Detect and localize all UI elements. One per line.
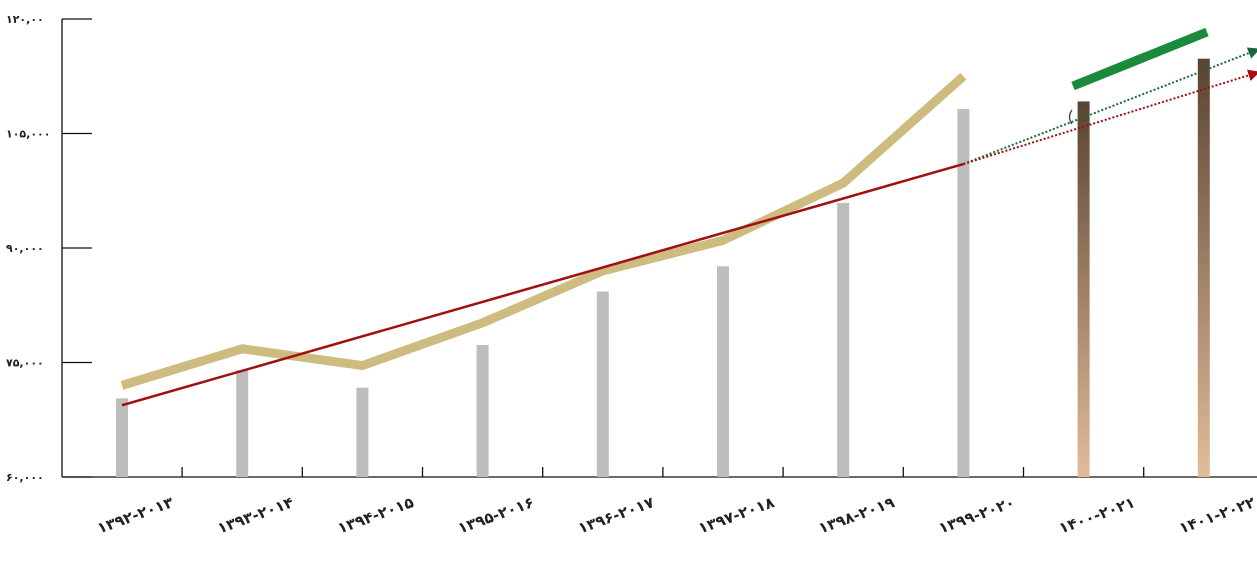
bar-actual (356, 387, 369, 477)
x-tick-label: ۱۳۹۳-۲۰۱۴ (215, 493, 296, 537)
x-tick-label: ۱۳۹۲-۲۰۱۳ (95, 493, 176, 537)
y-tick-label: ۹۰,۰۰۰ (6, 242, 44, 255)
lines (120, 27, 1257, 407)
bar-actual (116, 398, 128, 477)
y-tick-label: ۷۵,۰۰۰ (6, 357, 44, 370)
x-tick-label: ۱۴۰۱-۲۰۲۲ (1177, 493, 1257, 537)
bar-actual (236, 370, 249, 477)
y-tick-label: ۱۲۰,۰۰ (6, 13, 44, 26)
trend-line (121, 162, 964, 407)
x-tick-label: ۱۳۹۵-۲۰۱۶ (455, 493, 536, 537)
x-tick-label: ۱۳۹۹-۲۰۲۰ (936, 493, 1017, 537)
bars (116, 58, 1210, 478)
projection-lower (963, 69, 1257, 165)
x-tick-label: ۱۳۹۸-۲۰۱۹ (816, 493, 897, 537)
axes (61, 18, 1257, 478)
bar-forecast (1077, 101, 1090, 477)
x-tick-label: ۱۴۰۰-۲۰۲۱ (1056, 493, 1137, 537)
y-tick-label: ۶۰,۰۰۰ (6, 471, 44, 484)
bar-actual (717, 266, 729, 477)
bar-actual (837, 202, 850, 478)
y-tick-label: ۱۰۵,۰۰۰ (6, 128, 50, 141)
x-tick-label: ۱۳۹۴-۲۰۱۵ (335, 493, 416, 537)
x-tick-label: ۱۳۹۷-۲۰۱۸ (696, 493, 777, 537)
projection-angle-arc (1068, 109, 1073, 125)
tick-labels: ۶۰,۰۰۰ ۷۵,۰۰۰ ۹۰,۰۰۰ ۱۰۵,۰۰۰ ۱۲۰,۰۰ ۱۳۹۲-۲۰۱۳… (6, 13, 1257, 537)
bar-actual (596, 291, 609, 477)
line-series (120, 72, 967, 390)
projection-upper (963, 47, 1257, 165)
growth-arrow-band (1071, 27, 1209, 91)
bar-forecast (1197, 58, 1210, 478)
bar-actual (957, 109, 970, 477)
x-tick-label: ۱۳۹۶-۲۰۱۷ (576, 493, 657, 537)
bar-actual (476, 344, 489, 477)
